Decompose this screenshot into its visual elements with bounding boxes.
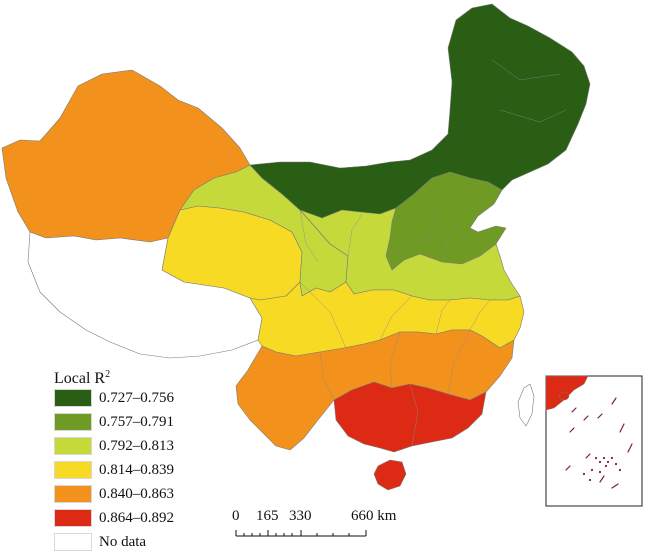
province-boundaries <box>299 59 567 447</box>
legend-item: 0.757–0.791 <box>54 410 234 434</box>
legend-label: 0.727–0.756 <box>99 389 174 406</box>
scale-bar: 0 165 330 660 km <box>232 508 422 548</box>
legend-swatch <box>54 533 92 551</box>
legend-item: 0.840–0.863 <box>54 482 234 506</box>
legend-label: 0.840–0.863 <box>99 485 174 502</box>
legend-label: 0.757–0.791 <box>99 413 174 430</box>
region-north-belt <box>249 3 591 219</box>
scale-tick-660: 660 km <box>351 508 397 524</box>
legend-label: 0.864–0.892 <box>99 509 174 526</box>
legend: Local R2 0.727–0.756 0.757–0.791 0.792–0.8… <box>54 364 234 554</box>
legend-label: 0.814–0.839 <box>99 461 174 478</box>
legend-item: No data <box>54 530 234 554</box>
legend-item: 0.727–0.756 <box>54 386 234 410</box>
legend-swatch <box>54 437 92 455</box>
region-guangxi-guangdong <box>333 381 487 453</box>
scale-tick-0: 0 <box>232 508 240 524</box>
legend-label: No data <box>99 533 147 550</box>
legend-swatch <box>54 413 92 431</box>
legend-swatch <box>54 509 92 527</box>
legend-swatch <box>54 485 92 503</box>
legend-label: 0.792–0.813 <box>99 437 174 454</box>
region-hainan <box>373 459 407 491</box>
legend-item: 0.864–0.892 <box>54 506 234 530</box>
legend-swatch <box>54 389 92 407</box>
south-china-sea-inset <box>545 375 643 507</box>
legend-swatch <box>54 461 92 479</box>
legend-item: 0.792–0.813 <box>54 434 234 458</box>
legend-item: 0.814–0.839 <box>54 458 234 482</box>
scale-tick-330: 330 <box>289 508 312 524</box>
legend-title-superscript: 2 <box>105 369 111 380</box>
region-taiwan <box>517 383 535 427</box>
legend-title-text: Local R <box>54 370 106 387</box>
scale-tick-165: 165 <box>256 508 279 524</box>
legend-title: Local R2 <box>54 364 234 387</box>
